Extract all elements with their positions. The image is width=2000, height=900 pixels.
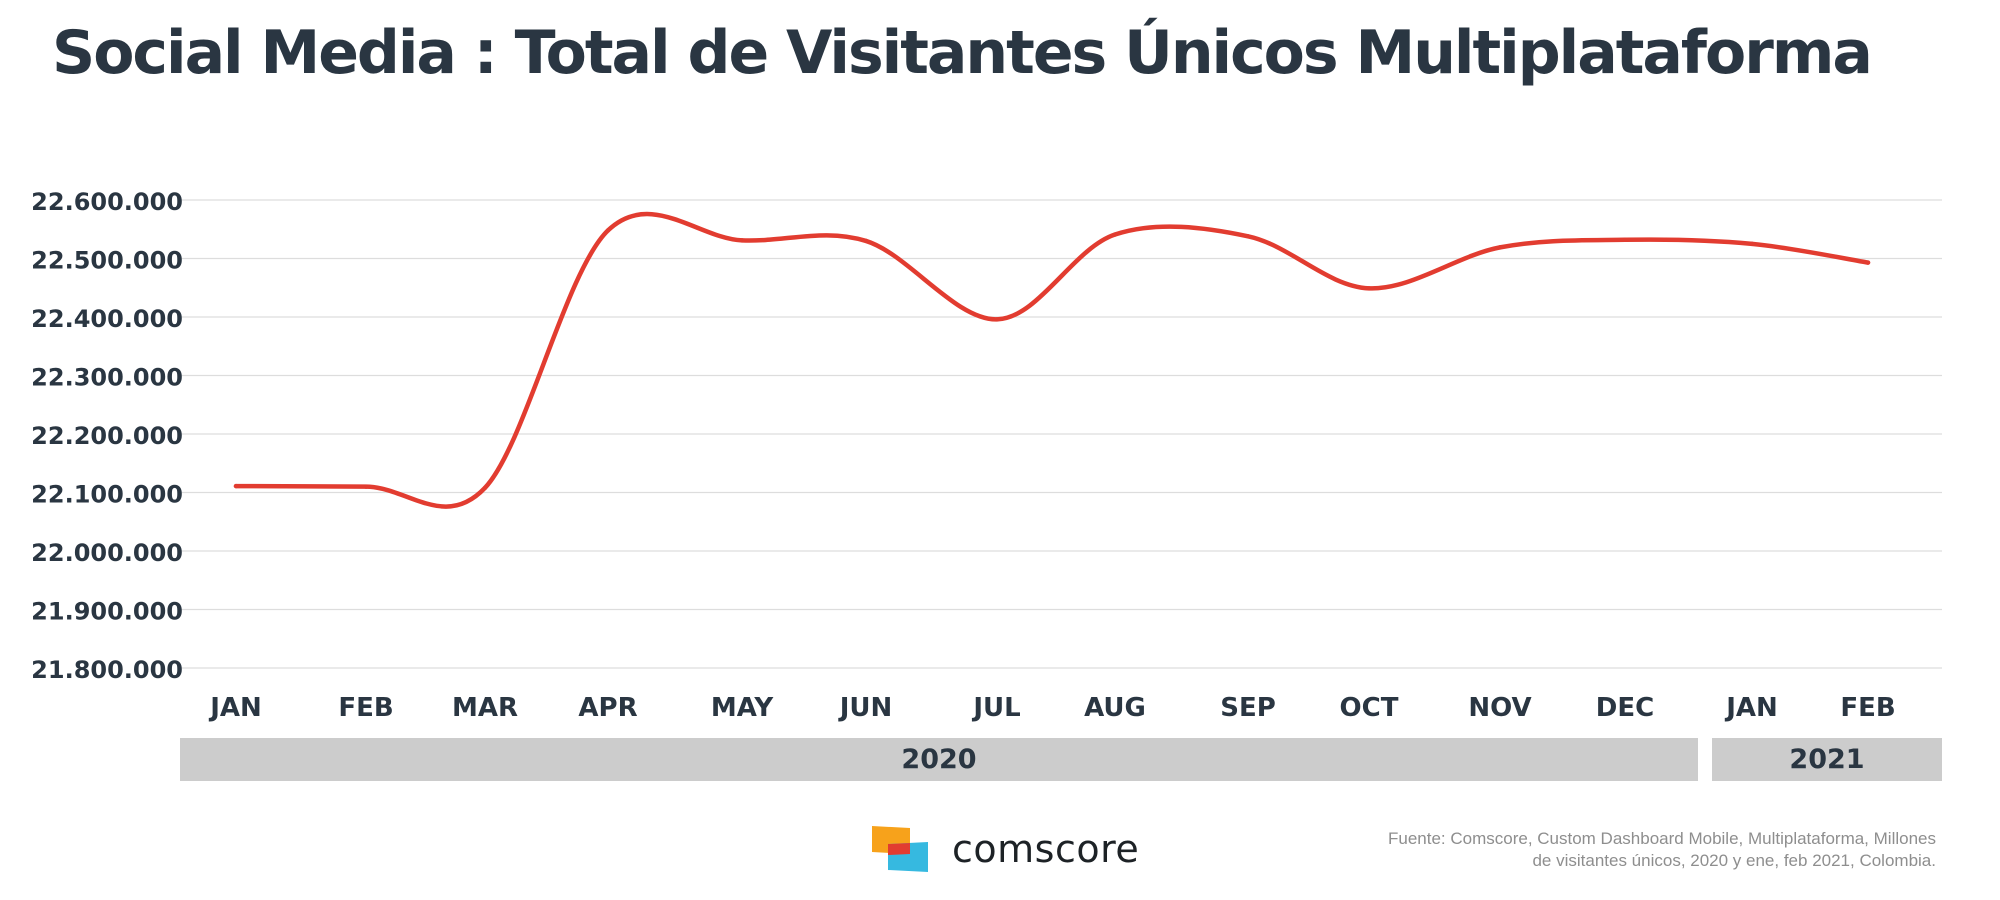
source-line-2: de visitantes únicos, 2020 y ene, feb 20… — [1532, 851, 1936, 870]
y-tick-label: 22.300.000 — [31, 364, 183, 392]
line-chart: 22.600.000 22.500.000 22.400.000 22.300.000… — [31, 188, 1942, 723]
logo-text: comscore — [952, 827, 1140, 871]
x-tick-label: MAR — [452, 693, 518, 723]
x-tick-label: APR — [578, 693, 637, 723]
x-tick-label: JAN — [1724, 693, 1778, 723]
y-tick-label: 22.400.000 — [31, 305, 183, 333]
comscore-logo: comscore — [870, 824, 1139, 874]
data-point — [1497, 245, 1503, 250]
data-point — [739, 238, 745, 243]
source-note: Fuente: Comscore, Custom Dashboard Mobil… — [1216, 828, 1936, 872]
y-tick-label: 22.600.000 — [31, 188, 183, 216]
y-tick-label: 22.100.000 — [31, 481, 183, 509]
x-tick-label: NOV — [1468, 693, 1531, 723]
data-point — [1622, 237, 1628, 242]
x-tick-label: JAN — [208, 693, 262, 723]
x-tick-label: JUN — [838, 693, 893, 723]
x-tick-label: JUL — [971, 693, 1020, 723]
data-point — [233, 483, 239, 489]
data-point — [482, 485, 488, 491]
x-tick-label: DEC — [1596, 693, 1654, 723]
x-tick-label: AUG — [1084, 693, 1146, 723]
x-tick-label: MAY — [711, 693, 775, 723]
x-tick-label: FEB — [1840, 693, 1895, 723]
comscore-logo-icon — [870, 824, 930, 874]
y-tick-label: 22.000.000 — [31, 539, 183, 567]
data-point — [1112, 232, 1118, 237]
year-bar-2020: 2020 — [180, 738, 1698, 781]
x-tick-label: OCT — [1340, 693, 1399, 723]
x-tick-label: FEB — [338, 693, 393, 723]
y-tick-label: 21.900.000 — [31, 598, 183, 626]
chart-title: Social Media : Total de Visitantes Único… — [52, 18, 1873, 88]
data-point — [1749, 241, 1755, 247]
y-tick-label: 21.800.000 — [31, 656, 183, 684]
data-point — [605, 228, 611, 233]
data-point — [994, 317, 1000, 322]
x-tick-label: SEP — [1220, 693, 1276, 723]
data-point — [1366, 286, 1372, 291]
y-tick-label: 22.200.000 — [31, 422, 183, 450]
data-point — [863, 238, 869, 244]
series-line — [233, 211, 1871, 509]
source-line-1: Fuente: Comscore, Custom Dashboard Mobil… — [1387, 829, 1936, 848]
data-point — [1865, 260, 1871, 265]
y-tick-label: 22.500.000 — [31, 247, 183, 275]
data-point — [363, 484, 369, 489]
year-bar-2021: 2021 — [1712, 738, 1942, 781]
data-point — [1245, 234, 1251, 239]
